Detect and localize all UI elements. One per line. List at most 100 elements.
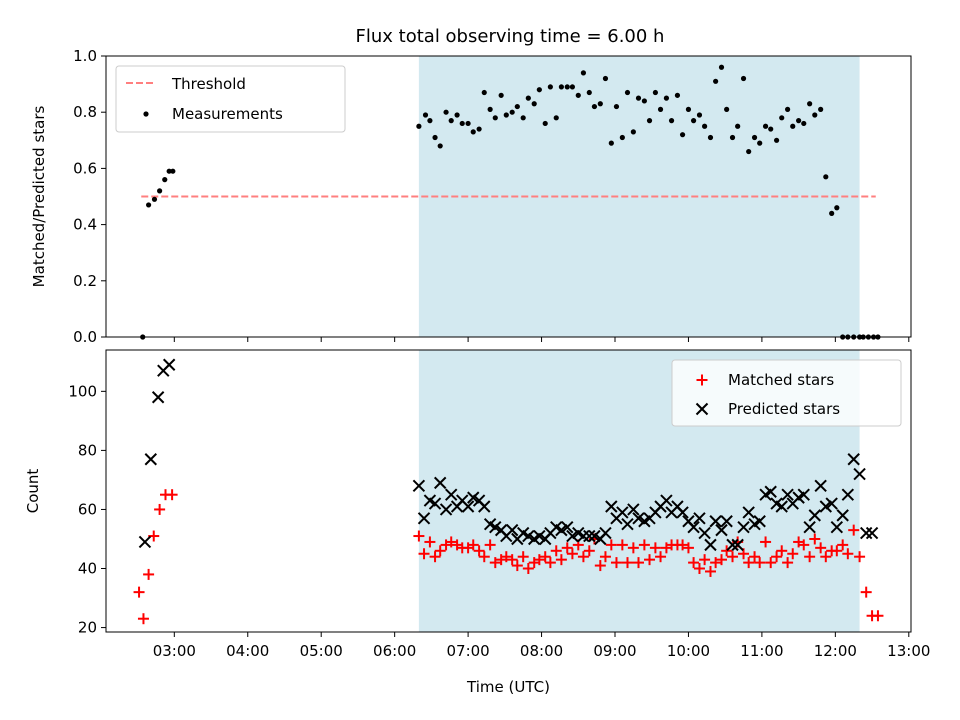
matched-star-point xyxy=(544,557,556,569)
matched-star-point xyxy=(842,548,854,560)
predicted-star-point xyxy=(433,476,447,490)
measurement-point xyxy=(166,168,172,174)
matched-star-point xyxy=(137,613,149,625)
measurement-point xyxy=(829,210,835,216)
predicted-star-point xyxy=(841,488,855,501)
x-tick-label: 06:00 xyxy=(373,642,416,660)
matched-star-point xyxy=(561,542,573,554)
measurement-point xyxy=(823,174,829,180)
x-tick-label: 10:00 xyxy=(667,642,710,660)
matched-star-point xyxy=(429,551,441,563)
measurement-point xyxy=(437,143,443,149)
measurement-point xyxy=(498,92,504,98)
matched-star-point xyxy=(848,524,860,536)
cross-stroke-b xyxy=(478,500,491,513)
cross-stroke-b xyxy=(698,526,711,540)
measurement-point xyxy=(679,132,686,138)
measurement-point xyxy=(812,112,818,118)
measurement-point xyxy=(558,84,564,90)
top-panel-frame xyxy=(105,55,912,338)
measurement-point xyxy=(696,112,703,118)
measurement-point xyxy=(685,106,692,112)
matched-star-point xyxy=(577,551,589,563)
cross-stroke-b xyxy=(505,523,519,537)
cross-stroke-b xyxy=(428,497,442,510)
cross-stroke-b xyxy=(599,526,612,540)
matched-star-point xyxy=(644,554,656,566)
predicted-star-point xyxy=(138,535,152,549)
cross-stroke-b xyxy=(693,512,706,525)
measurement-point xyxy=(652,89,658,96)
measurement-point xyxy=(465,120,471,127)
matched-star-point xyxy=(693,563,705,575)
predicted-star-point xyxy=(742,506,755,519)
predicted-star-point xyxy=(627,503,640,516)
matched-star-point xyxy=(522,563,534,575)
matched-star-point xyxy=(854,551,866,563)
measurement-point xyxy=(597,101,603,107)
cross-stroke-b xyxy=(814,479,827,493)
cross-stroke-b xyxy=(715,523,728,537)
measurement-point xyxy=(702,123,708,129)
matched-star-point xyxy=(434,545,446,557)
measurement-point xyxy=(779,115,785,121)
measurement-point xyxy=(580,70,587,76)
matched-star-point xyxy=(699,554,711,566)
matched-star-point xyxy=(771,551,783,563)
predicted-star-point xyxy=(676,506,689,519)
measurement-point xyxy=(834,205,840,211)
legend-predicted-label: Predicted stars xyxy=(728,400,840,418)
matched-star-point xyxy=(727,551,739,563)
x-tick-label: 05:00 xyxy=(300,642,343,660)
top-panel-ylabel: Matched/Predicted stars xyxy=(30,106,48,288)
cross-stroke-b xyxy=(423,494,437,507)
bottom-y-tick-label: 60 xyxy=(78,500,97,518)
cross-stroke-b xyxy=(533,529,546,543)
predicted-star-point xyxy=(693,512,706,525)
cross-stroke-b xyxy=(151,391,165,404)
matched-star-point xyxy=(627,542,639,554)
cross-stroke-b xyxy=(764,485,777,498)
matched-star-point xyxy=(539,551,551,563)
measurement-point xyxy=(641,98,647,104)
x-tick-label: 03:00 xyxy=(153,642,196,660)
measurement-point xyxy=(157,188,163,194)
bottom-legend-box xyxy=(671,359,902,427)
legend-matched-label: Matched stars xyxy=(728,371,834,389)
cross-stroke-b xyxy=(632,512,645,525)
cross-stroke-b xyxy=(572,526,585,540)
measurement-point xyxy=(146,202,152,208)
measurement-point xyxy=(443,109,449,115)
legend-matched-marker xyxy=(696,374,708,386)
matched-star-point xyxy=(599,551,611,563)
cross-stroke-b xyxy=(841,488,855,501)
matched-star-point xyxy=(166,489,178,501)
bottom-y-tick-label: 20 xyxy=(78,619,97,637)
measurement-point xyxy=(807,101,813,107)
cross-stroke-b xyxy=(550,520,563,534)
matched-star-point xyxy=(148,530,160,542)
cross-stroke-b xyxy=(731,538,744,552)
matched-star-point xyxy=(804,551,816,563)
matched-star-point xyxy=(809,533,821,545)
top-panel-ticks: 0.0 0.2 0.4 0.6 0.8 1.0 xyxy=(73,47,910,346)
measurement-point xyxy=(707,134,714,141)
matched-star-point xyxy=(424,536,436,548)
predicted-star-point xyxy=(715,523,728,537)
predicted-star-point xyxy=(144,453,158,466)
matched-star-point xyxy=(500,551,512,563)
predicted-star-point xyxy=(588,529,601,543)
cross-stroke-b xyxy=(704,538,717,552)
top-panel: 0.0 0.2 0.4 0.6 0.8 1.0 Matched/Predicted sta… xyxy=(30,47,912,346)
predicted-star-point xyxy=(412,479,426,493)
predicted-star-point xyxy=(605,500,618,513)
measurement-point xyxy=(432,134,438,141)
measurement-point xyxy=(630,129,636,135)
matched-star-point xyxy=(506,554,518,566)
measurement-point xyxy=(624,89,631,96)
cross-stroke-b xyxy=(483,518,497,531)
predicted-star-point xyxy=(825,497,838,510)
matched-star-point xyxy=(473,545,485,557)
measurement-point xyxy=(514,103,520,110)
cross-stroke-b xyxy=(825,497,838,510)
